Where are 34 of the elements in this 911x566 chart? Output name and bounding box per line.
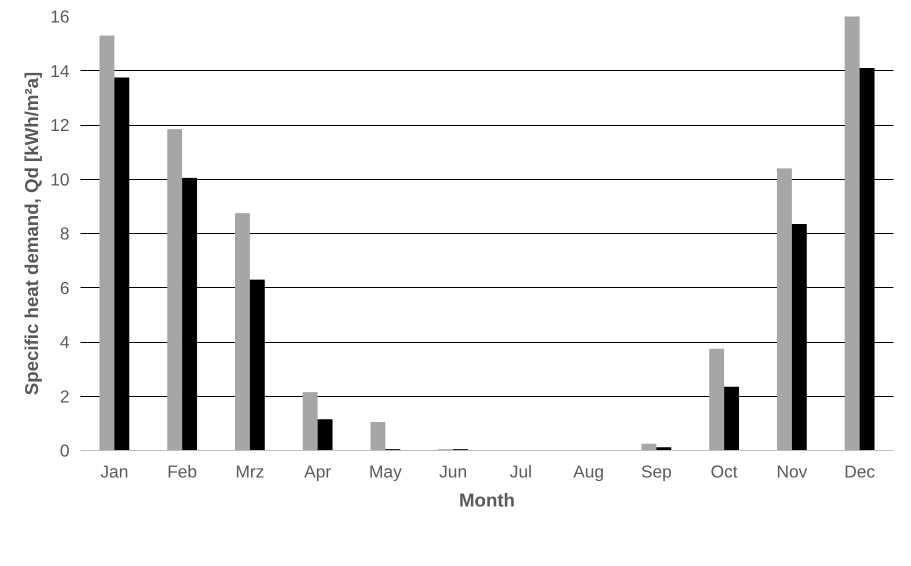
bar bbox=[99, 35, 114, 450]
bar bbox=[641, 444, 656, 450]
bar bbox=[318, 419, 333, 450]
x-tick-label: Oct bbox=[710, 462, 738, 482]
x-tick-label: Sep bbox=[640, 462, 672, 482]
x-tick-label: Jul bbox=[510, 462, 532, 482]
bar bbox=[656, 447, 672, 450]
x-tick-label: Nov bbox=[776, 462, 808, 482]
x-tick-label: Apr bbox=[304, 462, 332, 482]
x-tick-label: Aug bbox=[573, 462, 604, 482]
y-tick-label: 16 bbox=[50, 6, 70, 26]
bar bbox=[776, 168, 792, 450]
bar bbox=[844, 16, 860, 450]
x-tick-label: Dec bbox=[844, 462, 876, 482]
bar bbox=[234, 213, 250, 450]
x-tick-label: Jun bbox=[439, 462, 468, 482]
y-tick-label: 2 bbox=[60, 386, 70, 406]
bar bbox=[709, 348, 724, 450]
bar bbox=[370, 422, 386, 450]
y-tick-label: 8 bbox=[60, 224, 70, 244]
bar bbox=[302, 392, 318, 450]
y-axis-title: Specific heat demand, Qd [kWh/m²a] bbox=[21, 72, 42, 396]
y-tick-label: 6 bbox=[60, 278, 70, 298]
x-axis-title: Month bbox=[459, 490, 515, 510]
x-tick-label: May bbox=[369, 462, 402, 482]
y-tick-label: 10 bbox=[50, 169, 70, 190]
bar bbox=[167, 129, 182, 450]
y-tick-label: 14 bbox=[50, 60, 70, 81]
y-tick-label: 4 bbox=[60, 332, 70, 352]
y-tick-label: 0 bbox=[60, 440, 70, 460]
y-tick-label: 12 bbox=[50, 115, 70, 135]
x-tick-label: Feb bbox=[167, 462, 198, 482]
x-tick-label: Mrz bbox=[235, 462, 264, 482]
x-tick-label: Jan bbox=[100, 462, 128, 482]
